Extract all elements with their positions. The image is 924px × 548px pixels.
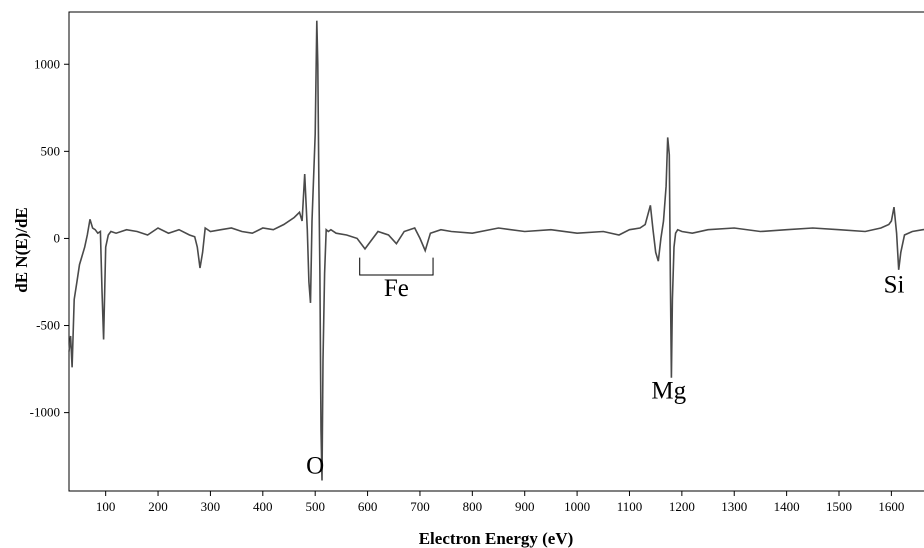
peak-label-o: O [306,453,324,480]
peak-label-si: Si [884,271,905,298]
x-tick-label: 1600 [878,499,904,514]
x-axis-title: Electron Energy (eV) [419,529,574,548]
x-tick-label: 700 [410,499,430,514]
peak-label-fe: Fe [384,275,409,302]
fe-bracket-line [359,257,434,276]
x-tick-label: 1400 [774,499,800,514]
y-tick-label: -1000 [30,405,60,420]
x-tick-label: 1300 [721,499,747,514]
y-tick-label: 500 [41,143,61,158]
x-tick-label: 200 [148,499,168,514]
y-tick-label: 1000 [34,56,60,71]
x-tick-label: 400 [253,499,273,514]
peak-label-mg: Mg [651,378,686,405]
x-tick-label: 100 [96,499,116,514]
y-axis-ticks: 1000 500 0 -500 -1000 [30,56,69,420]
fe-bracket [359,257,434,276]
peak-annotations: O Fe Mg Si [306,271,904,479]
x-tick-label: 600 [358,499,378,514]
x-tick-label: 500 [305,499,325,514]
x-tick-label: 1500 [826,499,852,514]
x-tick-label: 800 [463,499,483,514]
x-tick-label: 1100 [617,499,643,514]
y-axis-title: dE N(E)/dE [12,207,31,293]
plot-frame [68,11,924,492]
y-tick-label: 0 [54,230,61,245]
x-tick-label: 1000 [564,499,590,514]
x-axis-ticks: 100 200 300 400 500 600 700 800 900 1000 1100 1200 1… [96,491,904,514]
y-tick-label: -500 [36,318,60,333]
spectrum-line [68,20,924,481]
x-tick-label: 900 [515,499,535,514]
x-tick-label: 1200 [669,499,695,514]
x-tick-label: 300 [201,499,221,514]
